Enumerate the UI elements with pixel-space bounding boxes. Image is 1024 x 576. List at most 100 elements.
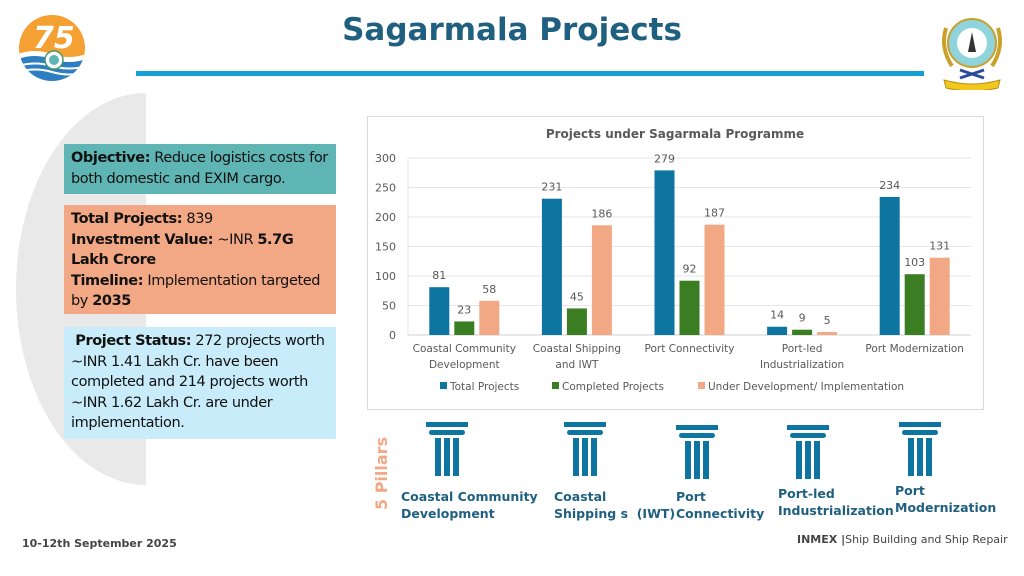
pillar-label-line: Shipping s (IWT) (554, 506, 676, 521)
x-tick-label: Coastal Community (413, 343, 516, 355)
x-tick-label: Port-led (782, 343, 823, 355)
data-label: 5 (824, 314, 831, 327)
svg-text:75: 75 (33, 21, 75, 56)
dg-shipping-emblem (936, 8, 1008, 92)
pillar-label: Port Modernization (895, 482, 996, 516)
pillar-label-line: Port-led (778, 486, 835, 501)
pillar-icon (426, 422, 470, 483)
pillar-label-line: Port (676, 489, 706, 504)
pillar-icon (787, 425, 831, 486)
pillar-label: Port-led Industrialization (778, 485, 894, 519)
legend-swatch (552, 382, 559, 389)
data-label: 131 (929, 240, 950, 253)
x-tick-label: and IWT (555, 359, 599, 371)
data-label: 187 (704, 207, 725, 220)
objective-text: Reduce logistics costs for both domestic… (71, 150, 328, 187)
data-label: 279 (654, 152, 675, 165)
bar-under-development-implementation (591, 225, 612, 335)
chart-canvas: Projects under Sagarmala Programme 0 50 10… (375, 127, 971, 393)
data-label: 234 (879, 179, 900, 192)
pillar-label-line: Port (895, 483, 925, 498)
pillar-icon (676, 425, 720, 486)
investment-value: 5.7G Lakh Crore (71, 231, 294, 269)
legend-label: Under Development/ Implementation (708, 381, 904, 393)
pillar-label-line: Coastal (554, 489, 607, 504)
y-tick-label: 50 (382, 300, 396, 313)
timeline-year: 2035 (92, 293, 131, 309)
bar-under-development-implementation (929, 257, 950, 335)
data-label: 58 (482, 283, 496, 296)
pillar-icon (899, 422, 943, 483)
pillar-label-line: Industrialization (778, 503, 894, 518)
pillar-label: Port Connectivity (676, 488, 764, 522)
pillar-label-line: Modernization (895, 500, 997, 515)
data-label: 81 (432, 269, 446, 282)
pillar-label: Coastal Shipping s (IWT) (554, 488, 675, 522)
pillar-label: Coastal Community Development (401, 488, 538, 522)
projects-bar-chart: Projects under Sagarmala Programme 0 50 10… (367, 116, 984, 410)
timeline-label: Timeline: (71, 272, 144, 289)
y-tick-label: 150 (375, 241, 396, 254)
total-projects-value: 839 (182, 211, 213, 227)
title-divider (136, 71, 924, 76)
bar-total-projects (541, 198, 562, 335)
legend-swatch (698, 382, 705, 389)
footer-separator: | (837, 533, 846, 546)
pillar-label-line: Development (401, 506, 495, 521)
x-tick-label: Port Modernization (865, 343, 964, 355)
bar-completed-projects (566, 308, 587, 335)
objective-label: Objective: (71, 150, 151, 166)
status-text: 272 projects worth ~INR 1.41 Lakh Cr. ha… (71, 333, 325, 431)
anniversary-75-logo: 75 (18, 14, 86, 82)
legend-swatch (440, 382, 447, 389)
data-label: 186 (591, 207, 612, 220)
bar-completed-projects (904, 274, 925, 335)
chart-title: Projects under Sagarmala Programme (546, 127, 804, 141)
timeline-line: Timeline: Implementation targeted by 203… (71, 271, 329, 312)
pillar-label-line: Connectivity (676, 506, 765, 521)
bar-total-projects (429, 287, 450, 335)
timeline-text: Implementation targeted by (71, 272, 321, 310)
pillar-label-line: Coastal Community (401, 489, 538, 504)
total-projects-line: Total Projects: 839 (71, 209, 329, 230)
bar-under-development-implementation (704, 224, 725, 335)
project-status-box: Project Status: 272 projects worth ~INR … (64, 327, 336, 439)
bar-total-projects (767, 326, 788, 335)
y-tick-label: 300 (375, 152, 396, 165)
bar-total-projects (654, 170, 675, 335)
investment-line: Investment Value: ~INR 5.7G Lakh Crore (71, 230, 329, 271)
data-label: 103 (904, 256, 925, 269)
bar-completed-projects (454, 321, 475, 335)
data-label: 9 (799, 312, 806, 325)
bar-under-development-implementation (817, 332, 838, 335)
event-name: INMEX (797, 533, 838, 546)
y-tick-label: 100 (375, 270, 396, 283)
investment-label: Investment Value: (71, 231, 214, 248)
x-tick-label: Industrialization (760, 359, 844, 371)
bar-under-development-implementation (479, 300, 500, 335)
summary-box: Total Projects: 839 Investment Value: ~I… (64, 205, 336, 314)
pillars-heading: 5 Pillars (372, 436, 391, 510)
objective-box: Objective: Reduce logistics costs for bo… (64, 144, 336, 194)
x-tick-label: Development (429, 359, 500, 371)
data-label: 45 (570, 290, 584, 303)
total-projects-label: Total Projects: (71, 211, 183, 227)
event-subtitle: Ship Building and Ship Repair (845, 533, 1008, 546)
status-label: Project Status: (75, 333, 192, 349)
data-label: 23 (457, 303, 471, 316)
legend-label: Total Projects (449, 381, 519, 393)
data-label: 92 (683, 263, 697, 276)
bar-total-projects (879, 196, 900, 335)
y-tick-label: 250 (375, 182, 396, 195)
x-tick-label: Coastal Shipping (533, 343, 621, 355)
x-tick-label: Port Connectivity (645, 343, 735, 355)
data-label: 14 (770, 309, 784, 322)
legend-label: Completed Projects (562, 381, 664, 393)
y-tick-label: 0 (389, 329, 396, 342)
page-title: Sagarmala Projects (342, 12, 682, 48)
y-tick-label: 200 (375, 211, 396, 224)
bar-completed-projects (792, 329, 813, 335)
investment-prefix: ~INR (213, 231, 258, 248)
data-label: 231 (541, 181, 562, 194)
event-date: 10-12th September 2025 (22, 537, 177, 550)
